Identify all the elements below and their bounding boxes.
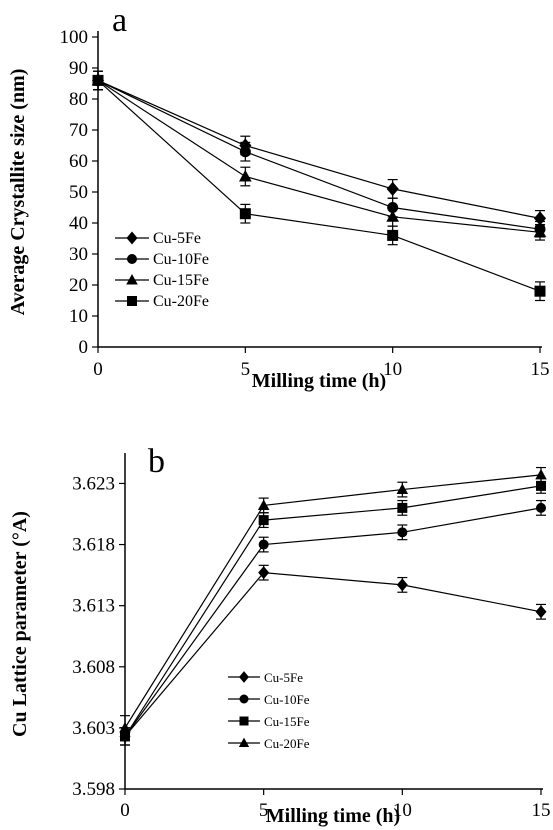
y-tick-label: 30: [69, 244, 88, 265]
legend-marker: [127, 296, 137, 306]
x-tick-label: 5: [259, 800, 269, 821]
series-line: [124, 474, 542, 729]
y-axis-title: Average Crystallite size (nm): [7, 69, 29, 316]
y-tick-label: 60: [69, 151, 88, 172]
x-tick-label: 15: [531, 359, 550, 380]
series-line: [124, 507, 542, 737]
panel-letter: a: [112, 2, 127, 39]
y-tick-label: 3.618: [72, 535, 115, 556]
y-tick-label: 3.608: [72, 657, 115, 678]
data-point: [397, 502, 408, 513]
x-tick-label: 15: [532, 800, 551, 821]
y-tick-label: 70: [69, 120, 88, 141]
legend-marker: [239, 694, 249, 704]
y-tick-label: 80: [69, 89, 88, 110]
legend-label: Cu-20Fe: [153, 293, 209, 310]
legend-marker: [126, 231, 138, 245]
data-point: [258, 566, 270, 580]
data-point: [396, 483, 409, 495]
y-tick-label: 3.613: [72, 596, 115, 617]
y-tick-label: 10: [69, 306, 88, 327]
legend-marker: [239, 671, 249, 683]
x-axis-title: Milling time (h): [252, 370, 386, 392]
legend-label: Cu-5Fe: [264, 670, 303, 685]
legend-label: Cu-15Fe: [264, 714, 310, 729]
data-point: [258, 539, 269, 550]
legend-marker: [126, 274, 138, 285]
x-tick-label: 5: [241, 359, 251, 380]
y-tick-label: 3.603: [72, 718, 115, 739]
series-line: [124, 572, 542, 737]
legend: Cu-5Fe Cu-10Fe Cu-15Fe Cu-20Fe: [228, 670, 310, 751]
data-point: [386, 210, 399, 222]
data-point: [119, 721, 131, 733]
series-cu-20fe: [119, 466, 547, 741]
series-cu-10fe: [120, 499, 546, 746]
y-axis-title: Cu Lattice parameter (°A): [9, 511, 31, 737]
legend-label: Cu-5Fe: [153, 230, 201, 247]
data-point: [535, 605, 547, 619]
legend-label: Cu-10Fe: [264, 692, 310, 707]
y-tick-label: 3.623: [72, 473, 115, 494]
series-line: [97, 79, 541, 219]
data-point: [397, 527, 408, 538]
chart-panel-a: 0 10 20 30 40 50 60 70 80 90 100 0 5 10 15 Milling time…: [7, 2, 550, 392]
series-cu-15fe: [91, 70, 547, 241]
legend-marker: [239, 716, 249, 726]
x-axis-title: Milling time (h): [266, 805, 400, 827]
data-point: [533, 225, 547, 238]
chart-panel-b: 3.598 3.603 3.608 3.613 3.618 3.623 0 5 10 15 Mill…: [9, 443, 551, 827]
y-tick-label: 50: [69, 182, 88, 203]
data-point: [92, 74, 104, 86]
data-point: [239, 146, 251, 158]
legend-label: Cu-20Fe: [264, 736, 310, 751]
data-point: [387, 229, 399, 241]
x-tick-label: 0: [93, 359, 103, 380]
series-line: [97, 79, 541, 292]
data-point: [536, 480, 546, 491]
data-point: [239, 208, 251, 220]
legend-label: Cu-10Fe: [153, 251, 209, 268]
series-cu-5fe: [119, 564, 547, 746]
y-tick-label: 90: [69, 58, 88, 79]
series-line: [97, 79, 541, 230]
x-tick-label: 0: [120, 800, 130, 821]
series-line: [97, 79, 541, 233]
legend-label: Cu-15Fe: [153, 272, 209, 289]
y-tick-label: 3.598: [72, 779, 115, 800]
data-point: [239, 169, 252, 182]
series-line: [124, 485, 542, 737]
data-point: [536, 502, 546, 513]
legend-marker: [238, 737, 250, 748]
data-point: [258, 515, 269, 526]
data-point: [257, 499, 270, 510]
x-tick-label: 10: [393, 800, 412, 821]
data-point: [534, 285, 546, 297]
series-cu-5fe: [91, 70, 547, 227]
data-point: [396, 578, 408, 592]
y-tick-label: 100: [60, 27, 89, 48]
data-point: [533, 211, 547, 226]
y-tick-label: 20: [69, 275, 88, 296]
y-tick-label: 0: [79, 337, 89, 358]
y-tick-label: 40: [69, 213, 88, 234]
data-point: [386, 181, 399, 197]
panel-letter: b: [148, 443, 165, 480]
data-point: [535, 468, 547, 480]
legend: Cu-5Fe Cu-10Fe Cu-15Fe Cu-20Fe: [115, 230, 209, 310]
series-cu-10fe: [92, 70, 546, 238]
legend-marker: [127, 254, 137, 264]
series-cu-20fe: [92, 70, 546, 302]
x-tick-label: 10: [383, 359, 402, 380]
